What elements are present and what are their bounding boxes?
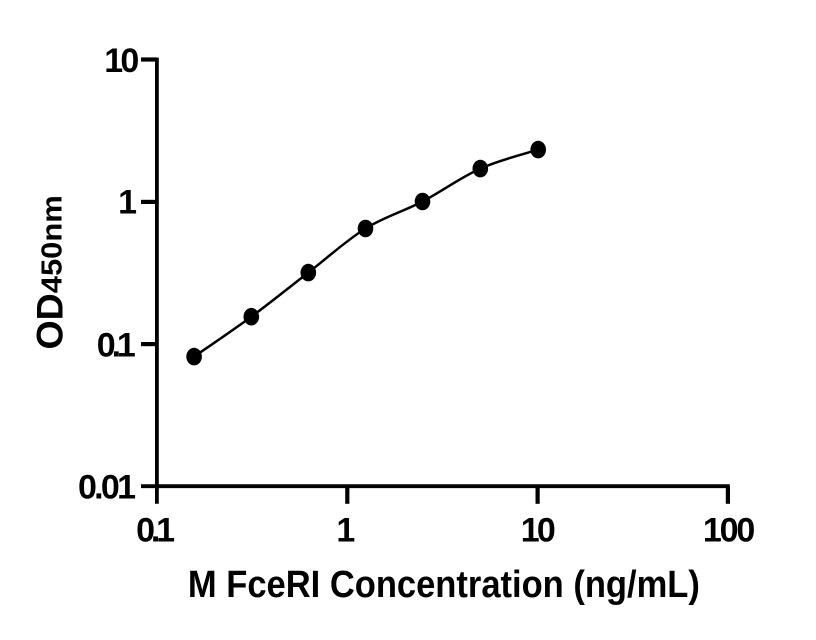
- svg-text:M FceRI Concentration (ng/mL): M FceRI Concentration (ng/mL): [188, 563, 700, 605]
- svg-text:10: 10: [104, 42, 139, 80]
- svg-text:1: 1: [118, 184, 137, 222]
- svg-text:1: 1: [336, 511, 355, 549]
- svg-text:OD450nm: OD450nm: [28, 195, 70, 349]
- svg-text:0.1: 0.1: [97, 326, 136, 364]
- svg-text:100: 100: [703, 511, 756, 549]
- svg-text:0.01: 0.01: [78, 468, 136, 506]
- svg-text:10: 10: [521, 511, 556, 549]
- svg-text:0.1: 0.1: [136, 511, 175, 549]
